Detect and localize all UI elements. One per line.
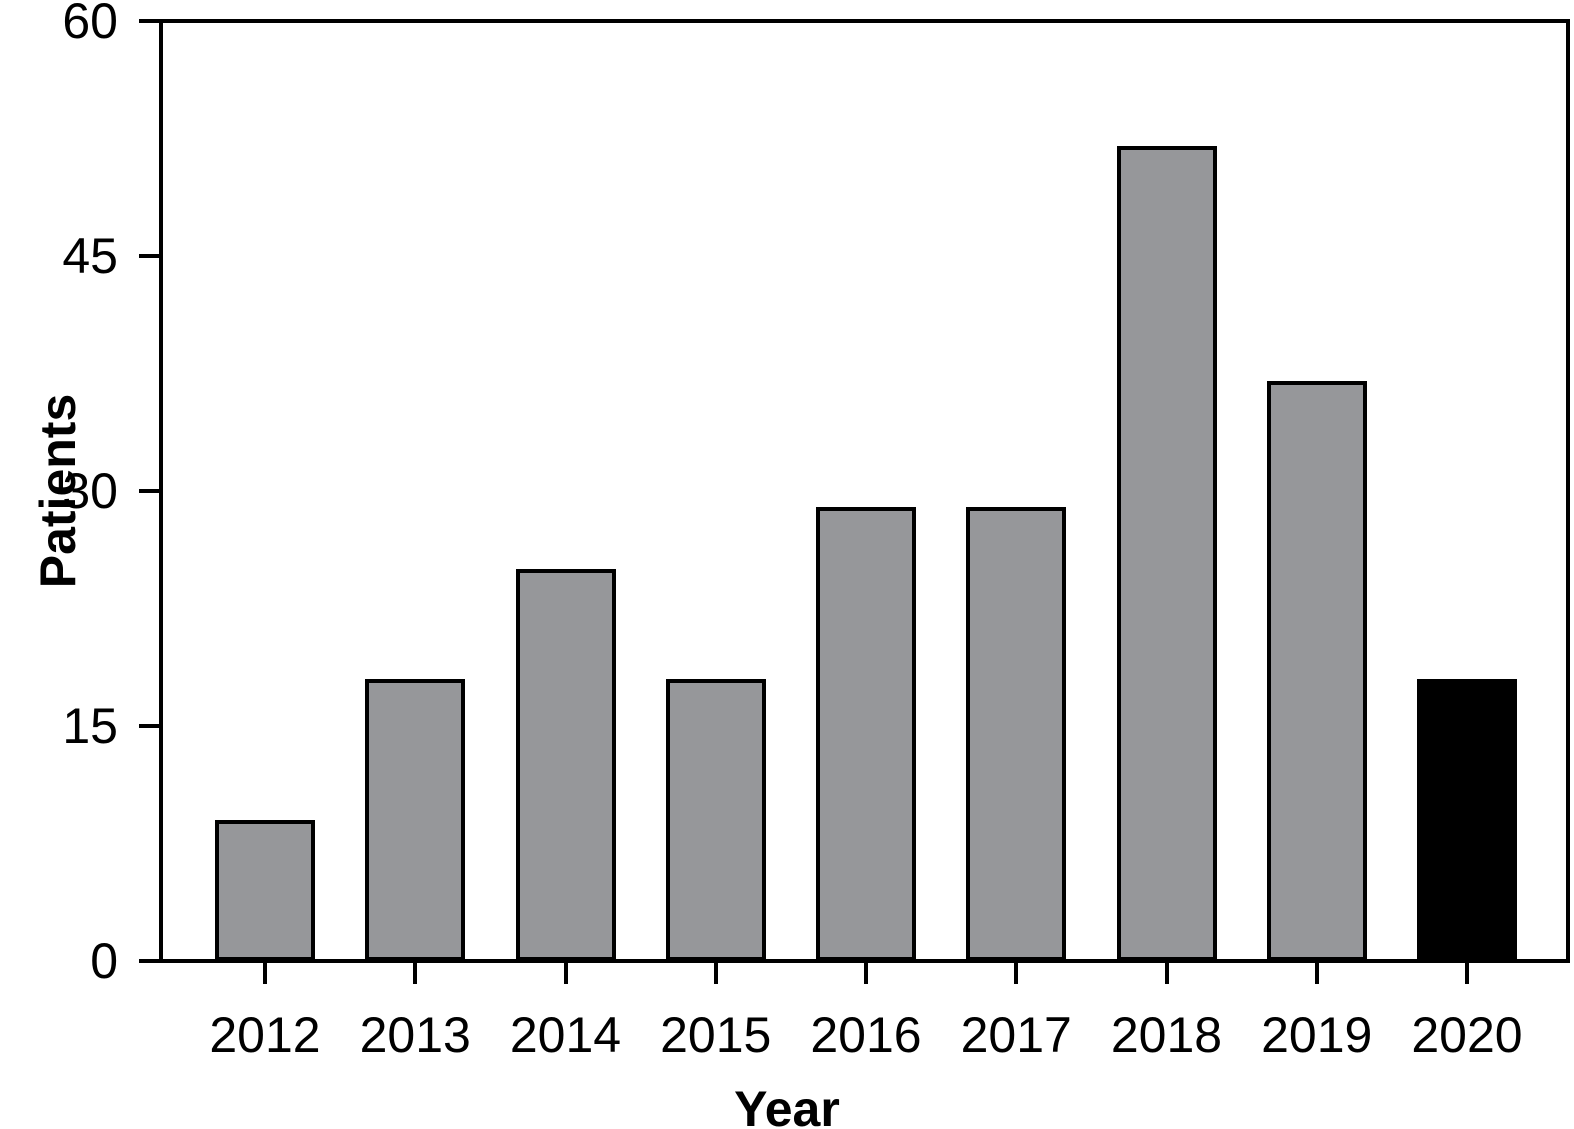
y-tick-label-30: 30 <box>62 463 118 519</box>
y-tick-45 <box>139 254 161 258</box>
x-tick-2015 <box>713 961 718 984</box>
x-tick-2017 <box>1014 961 1019 984</box>
bar-2016 <box>816 506 916 961</box>
x-tick-2013 <box>413 961 418 984</box>
x-tick-label-2020: 2020 <box>1411 1007 1523 1063</box>
bar-2014 <box>515 569 616 961</box>
y-tick-30 <box>139 489 161 493</box>
x-tick-label-2014: 2014 <box>509 1007 622 1063</box>
x-tick-2016 <box>864 961 868 984</box>
bar-2020 <box>1417 679 1517 961</box>
y-tick-label-0: 0 <box>90 933 118 989</box>
y-tick-60 <box>139 19 161 23</box>
bar-2019 <box>1266 381 1367 961</box>
x-tick-label-2012: 2012 <box>209 1007 321 1063</box>
x-tick-label-2016: 2016 <box>810 1007 922 1063</box>
x-tick-label-2017: 2017 <box>960 1007 1072 1063</box>
x-tick-2020 <box>1465 961 1469 984</box>
x-tick-label-2015: 2015 <box>660 1007 772 1063</box>
x-tick-2019 <box>1314 961 1319 984</box>
x-tick-2012 <box>263 961 267 984</box>
bar-2012 <box>215 820 315 961</box>
x-tick-label-2019: 2019 <box>1261 1007 1373 1063</box>
bar-2015 <box>665 679 766 961</box>
bar-2017 <box>966 506 1067 961</box>
x-tick-label-2018: 2018 <box>1110 1007 1223 1063</box>
y-tick-label-60: 60 <box>62 0 118 49</box>
y-tick-0 <box>139 959 161 963</box>
y-tick-label-15: 15 <box>62 698 118 754</box>
y-tick-15 <box>139 724 161 728</box>
bar-2013 <box>365 679 466 961</box>
x-tick-2014 <box>563 961 568 984</box>
x-tick-2018 <box>1164 961 1169 984</box>
x-tick-label-2013: 2013 <box>359 1007 471 1063</box>
y-tick-label-45: 45 <box>62 228 118 284</box>
bar-2018 <box>1116 146 1217 961</box>
x-axis-title: Year <box>734 1081 840 1129</box>
